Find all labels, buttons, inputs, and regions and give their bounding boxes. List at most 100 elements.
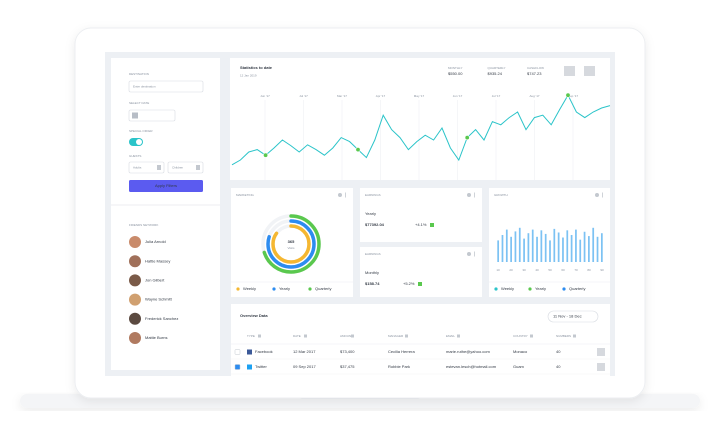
x-tick-label: 70 <box>574 268 578 272</box>
menu-icon[interactable] <box>602 192 603 198</box>
bar <box>544 233 547 262</box>
menu-icon[interactable] <box>474 251 475 257</box>
sort-icon[interactable] <box>530 334 533 338</box>
stat-label: QUARTERLY <box>488 66 506 70</box>
column-header: NUMBERS <box>556 334 571 338</box>
settings-icon[interactable] <box>338 193 342 197</box>
bar <box>531 229 534 262</box>
button-label: Apply Filters <box>155 183 177 188</box>
marked-point <box>355 147 361 153</box>
table-cell: Cecilia Herrera <box>388 349 415 354</box>
legend-dot <box>562 287 566 291</box>
stat-label: MONTHLY <box>448 66 462 70</box>
earnings-panel <box>360 247 482 297</box>
field-label: SPECIAL OFFER <box>129 129 153 133</box>
table-cell: marie.ruthe@yahoo.com <box>446 349 491 354</box>
table-cell: 40 <box>556 349 561 354</box>
panel-title: EARNINGS <box>365 193 381 197</box>
sort-icon[interactable] <box>258 334 261 338</box>
settings-icon[interactable] <box>595 193 599 197</box>
sort-icon[interactable] <box>304 334 307 338</box>
menu-icon[interactable] <box>345 192 346 198</box>
bar <box>553 228 556 262</box>
x-tick-label: Aug '17 <box>529 94 539 98</box>
change-badge <box>418 282 422 286</box>
sort-icon[interactable] <box>457 334 460 338</box>
icon-button[interactable] <box>584 66 595 76</box>
icon-button[interactable] <box>564 66 575 76</box>
stat-value: $747.23 <box>527 71 542 76</box>
marked-point <box>263 152 269 158</box>
column-header: AMOUNT <box>340 334 353 338</box>
stat-label: CASHFLOW <box>527 66 544 70</box>
earnings-amount: $158.74 <box>365 281 380 286</box>
ring <box>271 224 311 264</box>
table-cell: Twitter <box>255 364 267 369</box>
sort-icon[interactable] <box>351 334 354 338</box>
table-cell: Guam <box>513 364 525 369</box>
select-label: Children <box>172 165 184 169</box>
avatar <box>129 312 141 325</box>
statistics-panel <box>230 58 610 180</box>
panel-subtitle: 12 Jan 2019 <box>240 73 257 77</box>
bar <box>562 237 564 262</box>
friend-name: Frederick Sanchez <box>145 316 178 321</box>
date-range-label: 11 Nov - 18 Dec <box>553 314 582 319</box>
column-header: DATE <box>293 334 301 338</box>
bar <box>518 227 521 262</box>
row-checkbox[interactable] <box>234 364 241 370</box>
sort-icon[interactable] <box>573 334 576 338</box>
select[interactable] <box>128 161 165 174</box>
select-icon <box>157 165 161 170</box>
overview-panel <box>231 304 610 376</box>
x-tick-label: Jul '17 <box>299 94 308 98</box>
x-tick-label: May '17 <box>414 94 425 98</box>
date-range-select[interactable] <box>547 310 599 323</box>
legend-dot <box>272 287 276 291</box>
friend-name: Hattie Massey <box>145 258 170 263</box>
type-icon <box>247 349 252 355</box>
row-action[interactable] <box>597 348 605 356</box>
x-tick-label: Mar '17 <box>337 94 347 98</box>
toggle-knob <box>136 139 142 145</box>
line-series <box>231 94 611 166</box>
x-tick-label: Jun '17 <box>453 94 463 98</box>
input[interactable] <box>128 80 204 93</box>
row-action[interactable] <box>597 363 605 371</box>
earnings-change: +5.2% <box>403 281 415 286</box>
panel-title: GROWTH <box>494 193 508 197</box>
bar <box>579 239 582 262</box>
bar <box>592 227 595 262</box>
settings-icon[interactable] <box>467 193 471 197</box>
x-tick-label: Sep '17 <box>568 94 578 98</box>
table-cell: $37,475 <box>340 364 355 369</box>
apply-button[interactable] <box>129 180 203 192</box>
sort-icon[interactable] <box>405 334 408 338</box>
row-checkbox[interactable] <box>234 349 241 355</box>
settings-icon[interactable] <box>467 252 471 256</box>
bar <box>566 230 569 262</box>
x-tick-label: Jun '17 <box>260 94 270 98</box>
x-tick-label: 60 <box>561 268 565 272</box>
menu-icon[interactable] <box>474 192 475 198</box>
friend-name: Jon Gilbert <box>145 277 165 282</box>
ring-center-value: 365 <box>288 239 295 244</box>
x-tick-label: 40 <box>535 268 539 272</box>
x-tick-label: 20 <box>509 268 513 272</box>
bar <box>570 235 573 262</box>
x-tick-label: 30 <box>522 268 526 272</box>
legend-label: Quarterly <box>569 286 585 291</box>
table-cell: Robbie Park <box>388 364 410 369</box>
bar <box>575 229 577 262</box>
x-tick-label: 80 <box>587 268 591 272</box>
select-icon <box>196 165 200 170</box>
bar <box>501 235 504 262</box>
select[interactable] <box>167 161 204 174</box>
avatar <box>129 332 141 344</box>
bar <box>536 236 538 262</box>
stat-value: $550.00 <box>448 71 463 76</box>
legend-dot <box>308 287 312 291</box>
column-header: MANAGER <box>388 334 404 338</box>
date-input[interactable] <box>128 109 176 122</box>
